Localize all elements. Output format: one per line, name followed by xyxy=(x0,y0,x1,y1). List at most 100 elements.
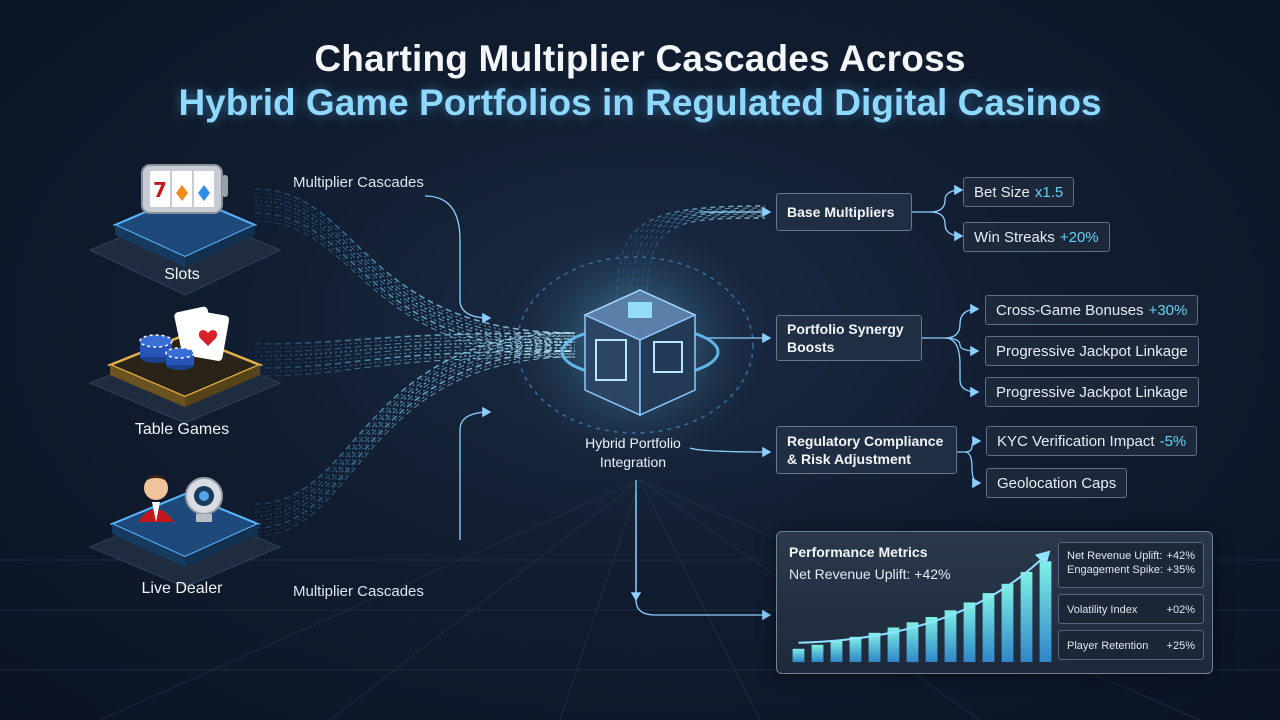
leaf-progressive-jackpot-1: Progressive Jackpot Linkage xyxy=(985,336,1199,366)
performance-bar xyxy=(982,593,995,662)
page-title: Charting Multiplier Cascades Across xyxy=(314,38,966,79)
leaf-value: +20% xyxy=(1059,228,1099,246)
cascade-stream xyxy=(641,215,766,301)
leaf-value: +30% xyxy=(1148,301,1188,319)
metric-row: Net Revenue Uplift: +42% xyxy=(1067,549,1195,563)
table-games-platform xyxy=(88,306,282,424)
cascade-stream xyxy=(254,356,576,537)
slots-platform: 7 xyxy=(88,164,282,296)
metric-name: Engagement Spike: xyxy=(1067,564,1164,576)
performance-bar xyxy=(963,602,976,662)
cascade-stream xyxy=(254,208,576,349)
cascade-stream xyxy=(254,341,576,517)
slot-machine-icon: 7 xyxy=(141,164,228,214)
metric-row: Volatility Index +02% xyxy=(1067,603,1195,617)
leaf-bet-size: Bet Size x1.5 xyxy=(963,177,1075,207)
performance-bar xyxy=(1001,583,1014,662)
performance-bar xyxy=(811,644,824,662)
cascade-stream xyxy=(254,335,576,349)
svg-text:7: 7 xyxy=(153,178,167,202)
casino-chips-cards-icon xyxy=(139,306,230,370)
hub-label-line2: Integration xyxy=(599,454,667,470)
leaf-text: Progressive Jackpot Linkage xyxy=(996,342,1188,360)
leaf-geolocation-caps: Geolocation Caps xyxy=(986,468,1128,498)
cascade-stream xyxy=(254,341,576,357)
metric-group-primary: Net Revenue Uplift: +42% Engagement Spik… xyxy=(1058,542,1204,588)
cascade-stream xyxy=(254,350,576,529)
multiplier-cascade-streams xyxy=(254,188,766,537)
metric-name: Net Revenue Uplift: xyxy=(1067,550,1163,562)
leaf-win-streaks: Win Streaks +20% xyxy=(963,222,1110,252)
leaf-value: x1.5 xyxy=(1034,183,1064,201)
cascade-stream xyxy=(616,205,766,301)
page-subtitle: Hybrid Game Portfolios in Regulated Digi… xyxy=(178,82,1102,123)
category-label-line2: & Risk Adjustment xyxy=(787,451,911,467)
performance-bar xyxy=(887,627,900,662)
cascade-stream xyxy=(254,332,576,505)
performance-bar xyxy=(1020,571,1033,662)
performance-bar xyxy=(944,610,957,662)
leaf-text: Cross-Game Bonuses xyxy=(996,301,1144,319)
metric-value: +02% xyxy=(1166,604,1195,616)
metric-name: Player Retention xyxy=(1067,640,1149,652)
performance-bar xyxy=(1039,561,1052,662)
cascade-stream xyxy=(254,188,576,334)
cascade-stream xyxy=(254,347,576,365)
integration-cube-icon xyxy=(560,289,720,417)
performance-bar xyxy=(792,648,805,663)
metric-volatility: Volatility Index +02% xyxy=(1058,594,1204,624)
category-label-line2: Boosts xyxy=(787,339,835,355)
cascade-stream xyxy=(254,344,576,521)
metric-row: Engagement Spike: +35% xyxy=(1067,563,1195,577)
live-dealer-platform xyxy=(88,475,282,588)
performance-bar xyxy=(830,640,843,662)
performance-subtitle: Net Revenue Uplift: +42% xyxy=(789,566,951,582)
cascade-stream xyxy=(621,207,766,301)
trend-arrow xyxy=(798,550,1051,644)
cascade-stream xyxy=(254,335,576,509)
hub-label-line1: Hybrid Portfolio xyxy=(585,435,681,451)
category-label: Base Multipliers xyxy=(787,204,895,220)
cascade-stream xyxy=(254,353,576,373)
cascade-stream xyxy=(636,213,766,301)
category-regulatory-compliance: Regulatory Compliance & Risk Adjustment xyxy=(776,426,957,474)
leaf-text: Geolocation Caps xyxy=(997,474,1117,492)
performance-title: Performance Metrics xyxy=(789,544,928,560)
performance-panel: Performance Metrics Net Revenue Uplift: … xyxy=(776,531,1213,674)
category-base-multipliers: Base Multipliers xyxy=(776,193,912,231)
metric-value: +42% xyxy=(1166,550,1195,562)
category-label-line1: Regulatory Compliance xyxy=(787,433,944,449)
cascade-stream xyxy=(254,196,576,340)
metric-value: +35% xyxy=(1166,564,1195,576)
live-dealer-camera-icon xyxy=(138,475,223,522)
metric-value: +25% xyxy=(1166,640,1195,652)
leaf-text: Bet Size xyxy=(974,183,1030,201)
leaf-text: KYC Verification Impact xyxy=(997,432,1155,450)
performance-bar xyxy=(849,636,862,662)
leaf-text: Progressive Jackpot Linkage xyxy=(996,383,1188,401)
leaf-progressive-jackpot-2: Progressive Jackpot Linkage xyxy=(985,377,1199,407)
metric-row: Player Retention +25% xyxy=(1067,639,1195,653)
hub-label: Hybrid Portfolio Integration xyxy=(548,434,718,472)
leaf-text: Win Streaks xyxy=(974,228,1055,246)
cascade-stream xyxy=(626,209,766,301)
source-label-table-games: Table Games xyxy=(134,421,230,438)
cascade-stream xyxy=(254,338,576,513)
performance-bar xyxy=(868,632,881,662)
performance-bar xyxy=(925,617,938,662)
flow-label-top: Multiplier Cascades xyxy=(293,174,424,191)
source-label-slots: Slots xyxy=(164,266,200,283)
cascade-stream xyxy=(254,216,576,355)
metric-name: Volatility Index xyxy=(1067,604,1138,616)
cascade-stream xyxy=(254,204,576,346)
metric-retention: Player Retention +25% xyxy=(1058,630,1204,660)
category-portfolio-synergy: Portfolio Synergy Boosts xyxy=(776,315,922,361)
performance-bar-chart xyxy=(792,550,1052,663)
leaf-cross-game-bonuses: Cross-Game Bonuses +30% xyxy=(985,295,1199,325)
performance-bar xyxy=(906,622,919,663)
flow-label-bottom: Multiplier Cascades xyxy=(293,583,424,600)
leaf-kyc-verification: KYC Verification Impact -5% xyxy=(986,426,1198,456)
source-label-live-dealer: Live Dealer xyxy=(141,580,223,597)
leaf-value: -5% xyxy=(1159,432,1187,450)
cascade-stream xyxy=(254,212,576,352)
